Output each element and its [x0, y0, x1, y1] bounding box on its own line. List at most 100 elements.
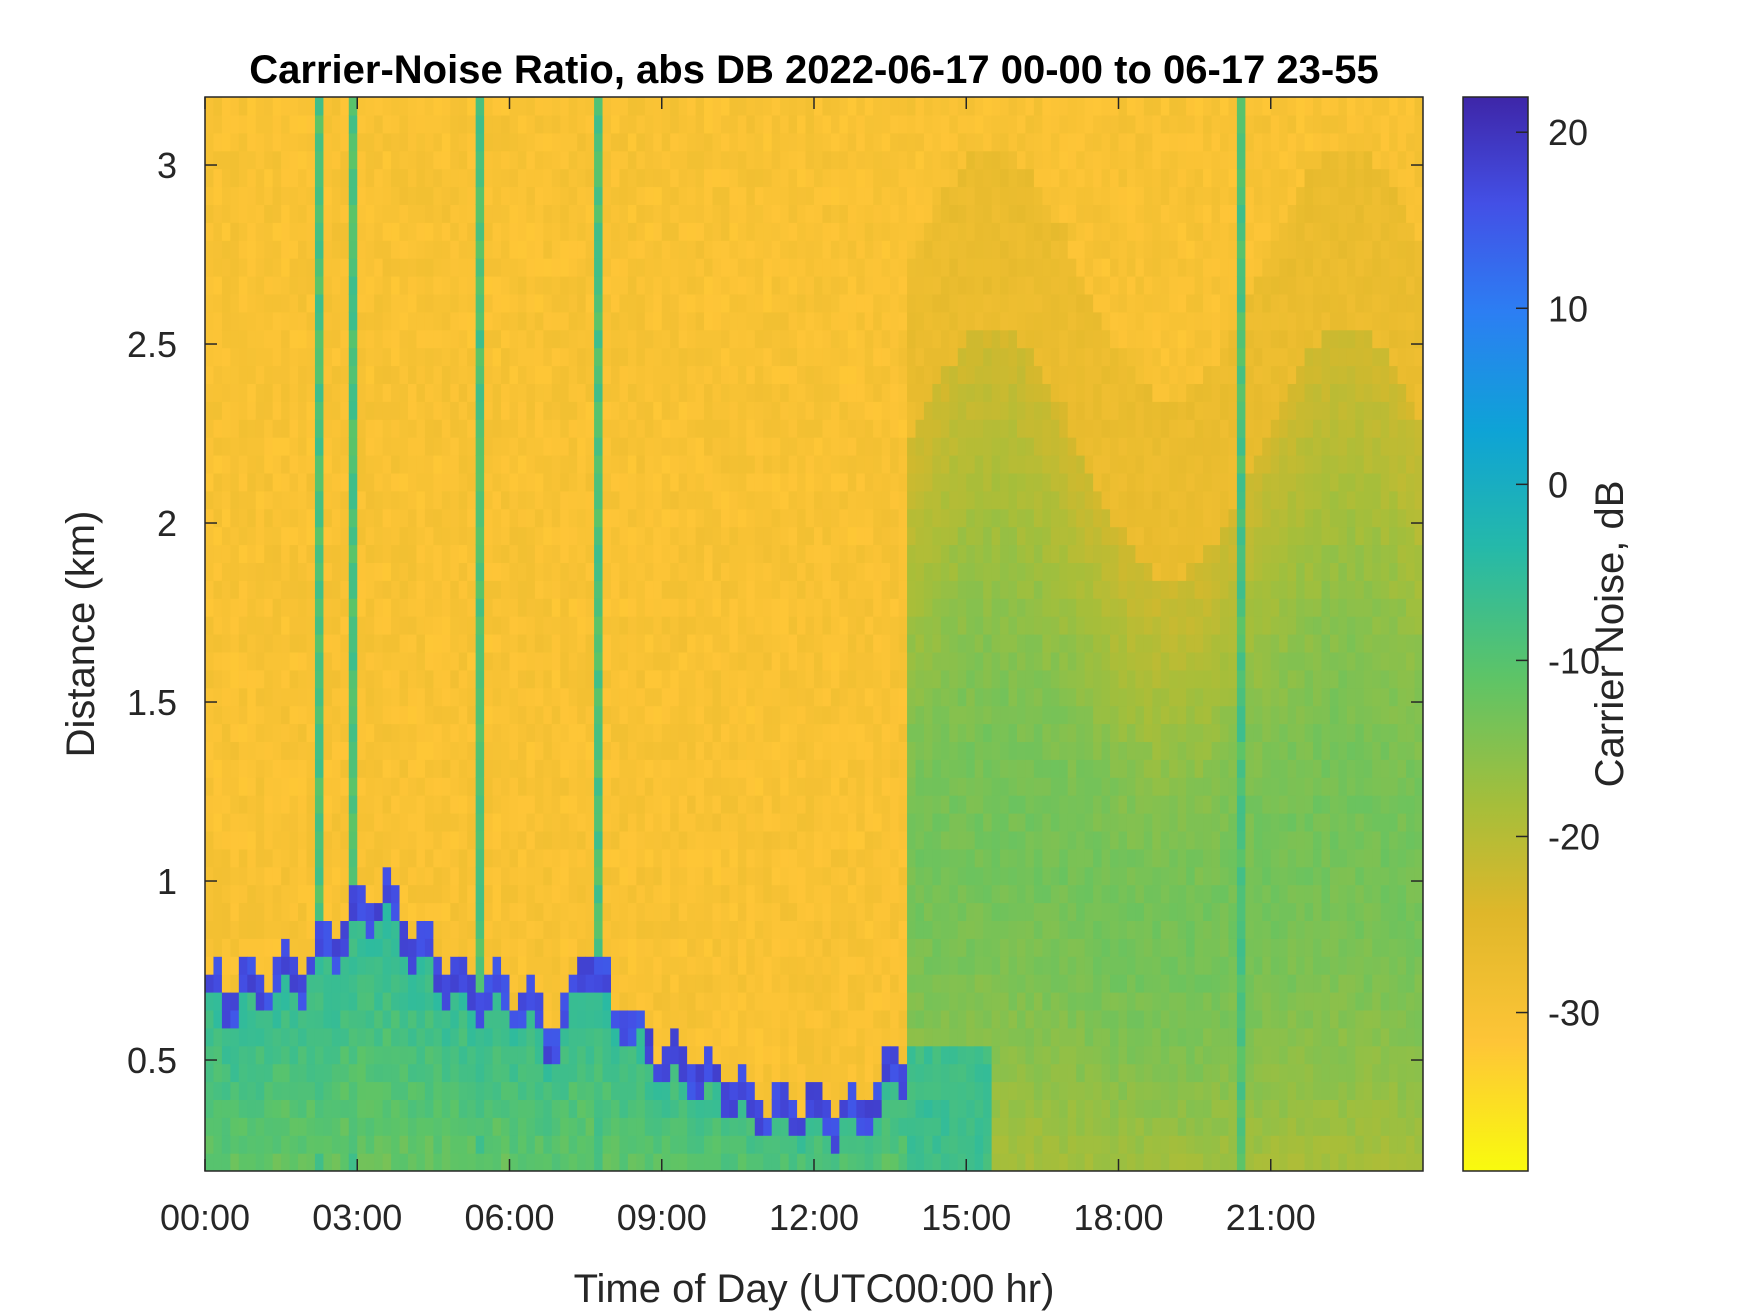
- heatmap-cell: [627, 1135, 637, 1154]
- heatmap-cell: [797, 1099, 807, 1118]
- heatmap-cell: [619, 222, 629, 241]
- heatmap-cell: [602, 956, 612, 975]
- heatmap-cell: [221, 1009, 231, 1029]
- heatmap-cell: [357, 347, 367, 367]
- heatmap-cell: [551, 795, 561, 814]
- heatmap-cell: [230, 419, 240, 438]
- heatmap-cell: [357, 938, 367, 957]
- heatmap-cell: [602, 580, 612, 599]
- heatmap-cell: [611, 132, 621, 152]
- heatmap-cell: [737, 508, 747, 528]
- heatmap-cell: [458, 759, 468, 778]
- heatmap-cell: [213, 956, 223, 975]
- heatmap-cell: [323, 401, 333, 420]
- heatmap-cell: [729, 347, 739, 367]
- heatmap-cell: [365, 938, 375, 957]
- heatmap-cell: [864, 437, 874, 456]
- heatmap-cell: [272, 956, 282, 975]
- heatmap-cell: [670, 813, 680, 832]
- heatmap-cell: [517, 1117, 528, 1136]
- heatmap-cell: [357, 777, 367, 796]
- heatmap-cell: [433, 562, 443, 581]
- heatmap-cell: [585, 562, 595, 581]
- heatmap-cell: [737, 401, 747, 420]
- heatmap-cell: [391, 114, 401, 134]
- heatmap-cell: [221, 526, 231, 546]
- heatmap-cell: [247, 383, 257, 402]
- heatmap-cell: [526, 830, 536, 850]
- heatmap-cell: [205, 741, 215, 760]
- heatmap-cell: [797, 240, 807, 259]
- heatmap-cell: [873, 1063, 883, 1083]
- heatmap-cell: [830, 258, 840, 277]
- heatmap-cell: [805, 365, 815, 384]
- heatmap-cell: [230, 866, 240, 886]
- heatmap-cell: [348, 848, 358, 868]
- heatmap-cell: [357, 1063, 367, 1083]
- heatmap-cell: [754, 598, 764, 617]
- heatmap-cell: [560, 830, 570, 850]
- heatmap-cell: [408, 97, 418, 116]
- heatmap-cell: [340, 723, 350, 742]
- heatmap-cell: [450, 1009, 460, 1029]
- heatmap-cell: [856, 1153, 866, 1171]
- heatmap-cell: [729, 1045, 739, 1065]
- heatmap-cell: [577, 759, 587, 778]
- heatmap-cell: [247, 813, 257, 832]
- heatmap-cell: [357, 956, 367, 975]
- heatmap-cell: [788, 669, 798, 689]
- heatmap-cell: [534, 455, 544, 474]
- heatmap-cell: [281, 168, 291, 188]
- heatmap-cell: [890, 938, 900, 957]
- heatmap-cell: [822, 1045, 832, 1065]
- heatmap-cell: [433, 705, 443, 725]
- heatmap-cell: [551, 1009, 561, 1029]
- heatmap-cell: [805, 974, 815, 993]
- heatmap-cell: [289, 777, 299, 796]
- heatmap-cell: [856, 741, 866, 760]
- heatmap-cell: [543, 741, 553, 760]
- heatmap-cell: [475, 616, 485, 635]
- heatmap-cell: [771, 293, 781, 313]
- heatmap-cell: [458, 97, 468, 116]
- heatmap-cell: [314, 1135, 325, 1154]
- heatmap-cell: [365, 347, 375, 367]
- heatmap-cell: [619, 938, 629, 957]
- heatmap-cell: [670, 1081, 680, 1100]
- heatmap-cell: [230, 293, 240, 313]
- heatmap-cell: [509, 132, 519, 152]
- heatmap-cell: [805, 383, 815, 402]
- heatmap-cell: [534, 1135, 544, 1154]
- heatmap-cell: [517, 365, 528, 384]
- heatmap-cell: [839, 920, 849, 939]
- heatmap-cell: [907, 1153, 917, 1171]
- heatmap-cell: [568, 1027, 578, 1047]
- heatmap-cell: [661, 562, 671, 581]
- heatmap-cell: [577, 830, 587, 850]
- heatmap-cell: [839, 329, 849, 349]
- heatmap-cell: [881, 258, 891, 277]
- heatmap-cell: [467, 992, 477, 1011]
- heatmap-cell: [805, 705, 815, 725]
- heatmap-cell: [720, 526, 731, 546]
- heatmap-cell: [678, 687, 688, 707]
- heatmap-cell: [331, 472, 341, 492]
- heatmap-cell: [399, 813, 409, 832]
- heatmap-cell: [238, 186, 248, 205]
- heatmap-cell: [560, 455, 570, 474]
- heatmap-cell: [695, 723, 705, 742]
- heatmap-cell: [298, 347, 308, 367]
- heatmap-cell: [695, 401, 705, 420]
- heatmap-cell: [814, 1099, 824, 1118]
- heatmap-cell: [264, 1135, 274, 1154]
- heatmap-cell: [323, 472, 333, 492]
- heatmap-cell: [357, 1117, 367, 1136]
- heatmap-cell: [771, 687, 781, 707]
- heatmap-cell: [340, 1135, 350, 1154]
- heatmap-cell: [492, 455, 502, 474]
- heatmap-cell: [839, 1063, 849, 1083]
- heatmap-cell: [627, 669, 637, 689]
- heatmap-cell: [408, 419, 418, 438]
- heatmap-cell: [289, 759, 299, 778]
- heatmap-cell: [864, 1117, 874, 1136]
